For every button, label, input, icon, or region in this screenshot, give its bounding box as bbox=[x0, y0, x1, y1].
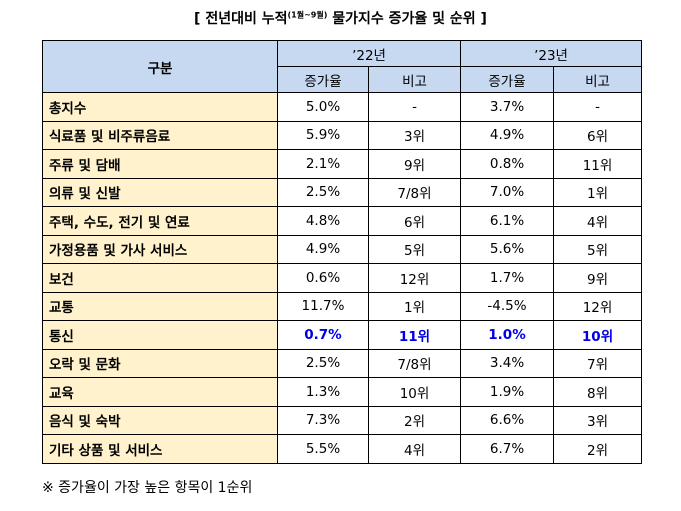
cell: 4위 bbox=[367, 434, 462, 464]
row-label: 교육 bbox=[42, 377, 278, 407]
header-year: ’23년 bbox=[460, 40, 643, 67]
cell: 0.6% bbox=[277, 263, 369, 293]
cell: 3.4% bbox=[460, 348, 555, 378]
table-body: 총지수 5.0% -3.7% - 식료품 및 비주류음료 5.9% 3위 4.9% 6위 주류 및… bbox=[42, 92, 643, 464]
table-row: 가정용품 및 가사 서비스 4.9% 5위 5.6% 5위 bbox=[42, 234, 643, 264]
cell: 1.9% bbox=[460, 377, 555, 407]
cell: 10위 bbox=[553, 320, 643, 350]
cell: 4.9% bbox=[460, 120, 555, 150]
cell: 1.3% bbox=[277, 377, 369, 407]
table-row: 교통 11.7% 1위 -4.5% 12위 bbox=[42, 291, 643, 321]
cell: 1.7% bbox=[460, 263, 555, 293]
cell: 6위 bbox=[367, 206, 462, 236]
cell: -4.5% bbox=[460, 291, 555, 321]
table-row: 오락 및 문화 2.5% 7/8위 3.4% 7위 bbox=[42, 348, 643, 378]
cell: 6.1% bbox=[460, 206, 555, 236]
footnote: ※ 증가율이 가장 높은 항목이 1순위 bbox=[42, 480, 253, 496]
cell: 5.9% bbox=[277, 120, 369, 150]
cell: 6위 bbox=[553, 120, 643, 150]
table-row: 음식 및 숙박 7.3% 2위 6.6% 3위 bbox=[42, 405, 643, 435]
cell: 4.9% bbox=[277, 234, 369, 264]
row-label: 식료품 및 비주류음료 bbox=[42, 120, 278, 150]
cell: 9위 bbox=[553, 263, 643, 293]
cell: 3위 bbox=[367, 120, 462, 150]
cell: 1위 bbox=[553, 177, 643, 207]
cell: 7위 bbox=[553, 348, 643, 378]
header-sub: 비고 bbox=[367, 66, 462, 93]
cell: 1위 bbox=[367, 291, 462, 321]
cell: 5.0% bbox=[277, 92, 369, 122]
table-row: 의류 및 신발 2.5% 7/8위 7.0% 1위 bbox=[42, 177, 643, 207]
table-row: 통신 0.7% 11위 1.0% 10위 bbox=[42, 320, 643, 350]
cell: 2위 bbox=[553, 434, 643, 464]
row-label: 가정용품 및 가사 서비스 bbox=[42, 234, 278, 264]
title: [ 전년대비 누적(1월~9월) 물가지수 증가율 및 순위 ] bbox=[0, 8, 681, 28]
price-table: 구분 ’22년 ’23년 증가율 비고 증가율 비고 총지수 5.0% -3.7% -… bbox=[42, 40, 643, 464]
header-sub: 비고 bbox=[553, 66, 643, 93]
header-category: 구분 bbox=[42, 40, 278, 93]
title-suffix: 물가지수 증가율 및 순위 ] bbox=[327, 11, 487, 27]
cell: - bbox=[367, 92, 462, 122]
cell: 0.7% bbox=[277, 320, 369, 350]
cell: 5위 bbox=[553, 234, 643, 264]
header-year: ’22년 bbox=[276, 40, 462, 67]
cell: 1.0% bbox=[460, 320, 555, 350]
row-label: 보건 bbox=[42, 263, 278, 293]
cell: 5.6% bbox=[460, 234, 555, 264]
table-row: 보건 0.6% 12위 1.7% 9위 bbox=[42, 263, 643, 293]
cell: 5.5% bbox=[277, 434, 369, 464]
cell: 2.1% bbox=[277, 149, 369, 179]
cell: 7.0% bbox=[460, 177, 555, 207]
cell: 6.6% bbox=[460, 405, 555, 435]
cell: 7/8위 bbox=[367, 348, 462, 378]
row-label: 오락 및 문화 bbox=[42, 348, 278, 378]
cell: 6.7% bbox=[460, 434, 555, 464]
cell: 3.7% bbox=[460, 92, 555, 122]
table-row: 교육 1.3% 10위 1.9% 8위 bbox=[42, 377, 643, 407]
header-sub: 증가율 bbox=[460, 66, 555, 93]
row-label: 의류 및 신발 bbox=[42, 177, 278, 207]
cell: 11위 bbox=[367, 320, 462, 350]
title-prefix: [ 전년대비 누적 bbox=[194, 11, 288, 27]
table-row: 총지수 5.0% -3.7% - bbox=[42, 92, 643, 122]
table-row: 주류 및 담배 2.1% 9위 0.8% 11위 bbox=[42, 149, 643, 179]
cell: 2.5% bbox=[277, 177, 369, 207]
cell: 7/8위 bbox=[367, 177, 462, 207]
row-label: 주택, 수도, 전기 및 연료 bbox=[42, 206, 278, 236]
title-sup: (1월~9월) bbox=[287, 10, 328, 20]
row-label: 교통 bbox=[42, 291, 278, 321]
cell: 10위 bbox=[367, 377, 462, 407]
cell: 5위 bbox=[367, 234, 462, 264]
row-label: 총지수 bbox=[42, 92, 278, 122]
header-sub: 증가율 bbox=[277, 66, 369, 93]
cell: 12위 bbox=[553, 291, 643, 321]
cell: 2.5% bbox=[277, 348, 369, 378]
cell: 4.8% bbox=[277, 206, 369, 236]
table-row: 주택, 수도, 전기 및 연료 4.8% 6위 6.1% 4위 bbox=[42, 206, 643, 236]
cell: - bbox=[553, 92, 643, 122]
row-label: 통신 bbox=[42, 320, 278, 350]
cell: 11위 bbox=[553, 149, 643, 179]
row-label: 음식 및 숙박 bbox=[42, 405, 278, 435]
cell: 3위 bbox=[553, 405, 643, 435]
row-label: 주류 및 담배 bbox=[42, 149, 278, 179]
cell: 11.7% bbox=[277, 291, 369, 321]
cell: 12위 bbox=[367, 263, 462, 293]
cell: 2위 bbox=[367, 405, 462, 435]
table-row: 식료품 및 비주류음료 5.9% 3위 4.9% 6위 bbox=[42, 120, 643, 150]
cell: 7.3% bbox=[277, 405, 369, 435]
row-label: 기타 상품 및 서비스 bbox=[42, 434, 278, 464]
table-row: 기타 상품 및 서비스 5.5% 4위 6.7% 2위 bbox=[42, 434, 643, 464]
cell: 9위 bbox=[367, 149, 462, 179]
cell: 0.8% bbox=[460, 149, 555, 179]
cell: 4위 bbox=[553, 206, 643, 236]
cell: 8위 bbox=[553, 377, 643, 407]
